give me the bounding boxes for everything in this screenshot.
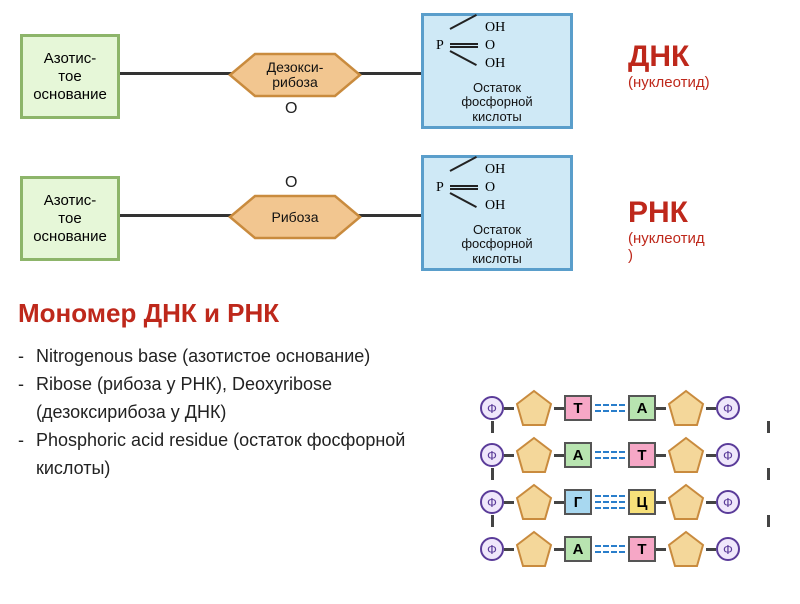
rna-o-label: O bbox=[285, 174, 297, 192]
sugar-pentagon-icon bbox=[514, 388, 554, 428]
base-letter: Г bbox=[564, 489, 592, 515]
phosphate-circle-icon: Ф bbox=[716, 443, 740, 467]
dna-o-label: O bbox=[285, 100, 297, 118]
dna-base-box: Азотис- тое основание bbox=[20, 34, 120, 119]
dna-side-label: ДНК (нуклеотид) bbox=[628, 40, 788, 91]
sugar-pentagon-icon bbox=[666, 482, 706, 522]
rna-phosphate-label: Остаток фосфорной кислоты bbox=[430, 223, 564, 266]
hydrogen-bonds bbox=[592, 398, 628, 418]
phosphate-circle-icon: Ф bbox=[480, 396, 504, 420]
phosphate-circle-icon: Ф bbox=[716, 396, 740, 420]
pair-row: ФАТФ bbox=[480, 527, 785, 571]
base-letter: Т bbox=[628, 536, 656, 562]
base-letter: Т bbox=[628, 442, 656, 468]
base-letter: А bbox=[628, 395, 656, 421]
bullet-item: Phosphoric acid residue (остаток фосфорн… bbox=[18, 427, 458, 483]
sugar-pentagon-icon bbox=[666, 529, 706, 569]
rna-base-box: Азотис- тое основание bbox=[20, 176, 120, 261]
rna-sugar-label: Рибоза bbox=[210, 194, 380, 240]
oxygen-double: O bbox=[485, 180, 495, 195]
phosphorus-atom: P bbox=[436, 38, 444, 53]
phosphate-circle-icon: Ф bbox=[716, 490, 740, 514]
dna-nucleotide-row: Азотис- тое основание Дезокси- рибоза O … bbox=[5, 4, 625, 144]
phosphate-circle-icon: Ф bbox=[716, 537, 740, 561]
hydroxyl-2: OH bbox=[485, 198, 505, 213]
section-title: Мономер ДНК и РНК bbox=[18, 298, 800, 329]
hydroxyl-1: OH bbox=[485, 162, 505, 177]
phosphate-structure: P OH O OH bbox=[430, 162, 564, 216]
pair-row: ФТАФ bbox=[480, 386, 785, 430]
rna-phosphate-box: P OH O OH Остаток фосфорной кислоты bbox=[421, 155, 573, 271]
dna-phosphate-label: Остаток фосфорной кислоты bbox=[430, 81, 564, 124]
pair-row: ФАТФ bbox=[480, 433, 785, 477]
hydroxyl-2: OH bbox=[485, 56, 505, 71]
phosphate-circle-icon: Ф bbox=[480, 537, 504, 561]
hydrogen-bonds bbox=[592, 539, 628, 559]
rna-nucleotide-row: Азотис- тое основание Рибоза O P OH O OH… bbox=[5, 146, 625, 286]
base-letter: А bbox=[564, 536, 592, 562]
sugar-pentagon-icon bbox=[666, 435, 706, 475]
dna-sugar-hexagon: Дезокси- рибоза bbox=[210, 52, 380, 98]
phosphate-structure: P OH O OH bbox=[430, 20, 564, 74]
base-letter: Т bbox=[564, 395, 592, 421]
dna-phosphate-box: P OH O OH Остаток фосфорной кислоты bbox=[421, 13, 573, 129]
bullet-item: Nitrogenous base (азотистое основание) bbox=[18, 343, 458, 371]
rna-side-label: РНК (нуклеотид ) bbox=[628, 196, 788, 264]
hydrogen-bonds bbox=[592, 445, 628, 465]
oxygen-double: O bbox=[485, 38, 495, 53]
sugar-pentagon-icon bbox=[666, 388, 706, 428]
hydroxyl-1: OH bbox=[485, 20, 505, 35]
rna-subtitle: (нуклеотид ) bbox=[628, 230, 788, 264]
phosphorus-atom: P bbox=[436, 180, 444, 195]
sugar-pentagon-icon bbox=[514, 435, 554, 475]
base-pairing-diagram: ФТАФФАТФФГЦФФАТФ bbox=[480, 386, 785, 591]
dna-sugar-label: Дезокси- рибоза bbox=[210, 52, 380, 98]
phosphate-circle-icon: Ф bbox=[480, 443, 504, 467]
rna-sugar-hexagon: Рибоза bbox=[210, 194, 380, 240]
base-letter: А bbox=[564, 442, 592, 468]
rna-title: РНК bbox=[628, 196, 788, 230]
hydrogen-bonds bbox=[592, 492, 628, 512]
phosphate-circle-icon: Ф bbox=[480, 490, 504, 514]
bullet-list: Nitrogenous base (азотистое основание) R… bbox=[18, 343, 458, 482]
dna-subtitle: (нуклеотид) bbox=[628, 74, 788, 91]
sugar-pentagon-icon bbox=[514, 482, 554, 522]
pair-row: ФГЦФ bbox=[480, 480, 785, 524]
bullet-item: Ribose (рибоза у РНК), Deoxyribose (дезо… bbox=[18, 371, 458, 427]
dna-title: ДНК bbox=[628, 40, 788, 74]
base-letter: Ц bbox=[628, 489, 656, 515]
sugar-pentagon-icon bbox=[514, 529, 554, 569]
